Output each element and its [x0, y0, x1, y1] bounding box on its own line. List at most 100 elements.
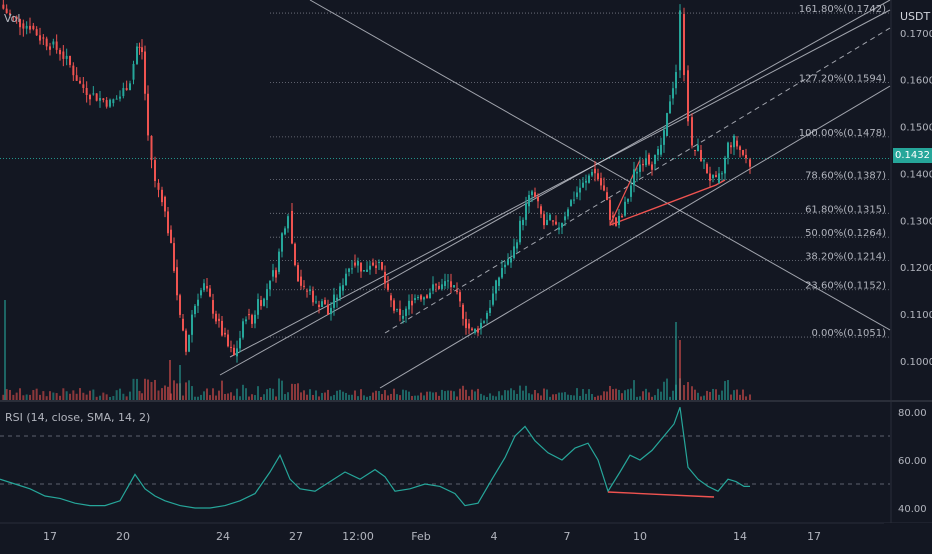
volume-bar [92, 389, 95, 400]
volume-bar [200, 394, 202, 400]
candle-body [453, 285, 455, 288]
price-tick-label: 0.1500 [900, 123, 932, 134]
volume-bar [749, 394, 751, 400]
volume-bar [549, 396, 551, 400]
candle-body [109, 99, 111, 107]
volume-bar [102, 392, 105, 400]
candle-body [657, 149, 659, 155]
candle-body [95, 93, 98, 101]
volume-bar [136, 378, 138, 400]
candle-body [489, 307, 491, 313]
time-tick-label: 20 [116, 530, 130, 543]
candle-body [492, 293, 494, 305]
candle-body [519, 220, 521, 243]
candle-body [102, 98, 105, 101]
current-price-badge: 0.1432 [893, 148, 932, 163]
volume-bar [129, 391, 131, 400]
volume-bar [236, 388, 238, 400]
volume-bar [402, 389, 404, 400]
time-tick-label: 12:00 [342, 530, 374, 543]
candle-body [408, 300, 410, 310]
time-tick-label: 4 [491, 530, 498, 543]
candle-body [212, 300, 214, 314]
candle-body [402, 315, 404, 319]
candle-body [369, 265, 371, 270]
candle-body [182, 318, 184, 331]
candle-body [642, 164, 644, 166]
candle-body [136, 46, 138, 64]
candle-body [429, 292, 431, 299]
candle-body [465, 318, 467, 328]
volume-bar [700, 396, 702, 400]
volume-bar [62, 388, 65, 400]
price-tick-label: 0.1000 [900, 357, 932, 368]
volume-bar [423, 395, 425, 400]
candle-body [390, 295, 392, 301]
candle-body [669, 101, 671, 114]
candle-body [576, 192, 578, 197]
candle-body [624, 201, 626, 216]
candle-body [507, 259, 509, 265]
volume-bar [636, 396, 638, 400]
candle-body [312, 290, 314, 303]
rsi-tick-label: 80.00 [898, 408, 927, 419]
candle-body [366, 269, 368, 272]
candle-body [459, 292, 461, 302]
volume-bar [132, 378, 135, 400]
volume-bar [651, 396, 653, 400]
candle-body [687, 70, 689, 122]
candle-body [564, 216, 566, 221]
volume-bar [645, 388, 647, 400]
time-tick-label: 24 [216, 530, 230, 543]
candle-body [25, 25, 28, 29]
candle-body [333, 294, 335, 308]
volume-bar [115, 390, 118, 400]
candle-body [15, 16, 18, 20]
time-tick-label: 27 [289, 530, 303, 543]
volume-bar [390, 393, 392, 400]
volume-bar [45, 396, 48, 400]
volume-bar [474, 391, 476, 400]
candle-body [179, 295, 181, 315]
volume-bar [112, 396, 115, 400]
volume-bar [712, 388, 714, 400]
volume-bar [694, 389, 696, 400]
volume-bar [35, 388, 38, 400]
volume-bar [150, 382, 153, 400]
candle-body [721, 173, 723, 175]
volume-bar [49, 391, 51, 400]
candle-body [59, 49, 61, 55]
candle-body [89, 94, 91, 100]
volume-bar [4, 300, 6, 400]
volume-bar [435, 392, 437, 400]
candle-body [609, 200, 611, 220]
candle-body [221, 320, 223, 336]
candle-body [339, 286, 341, 298]
candle-body [22, 23, 25, 29]
rsi-indicator-label[interactable]: RSI (14, close, SMA, 14, 2) [5, 411, 151, 424]
candle-body [555, 221, 557, 225]
candle-body [591, 171, 593, 176]
candle-body [303, 285, 305, 287]
candle-body [147, 93, 149, 136]
volume-bar [654, 395, 656, 400]
candle-body [218, 318, 220, 321]
candle-body [736, 140, 738, 147]
volume-bar [465, 389, 467, 400]
candle-body [426, 295, 428, 299]
time-tick-label: 7 [564, 530, 571, 543]
volume-bar [642, 391, 644, 400]
candle-body [441, 284, 443, 289]
volume-bar [345, 392, 347, 400]
volume-bar [471, 389, 473, 400]
candle-body [112, 99, 115, 104]
volume-bar [5, 389, 8, 400]
volume-bar [715, 389, 717, 400]
candle-body [636, 171, 638, 174]
candle-body [683, 14, 685, 76]
candle-body [387, 283, 389, 290]
time-tick-label: 10 [633, 530, 647, 543]
candle-body [399, 308, 401, 315]
